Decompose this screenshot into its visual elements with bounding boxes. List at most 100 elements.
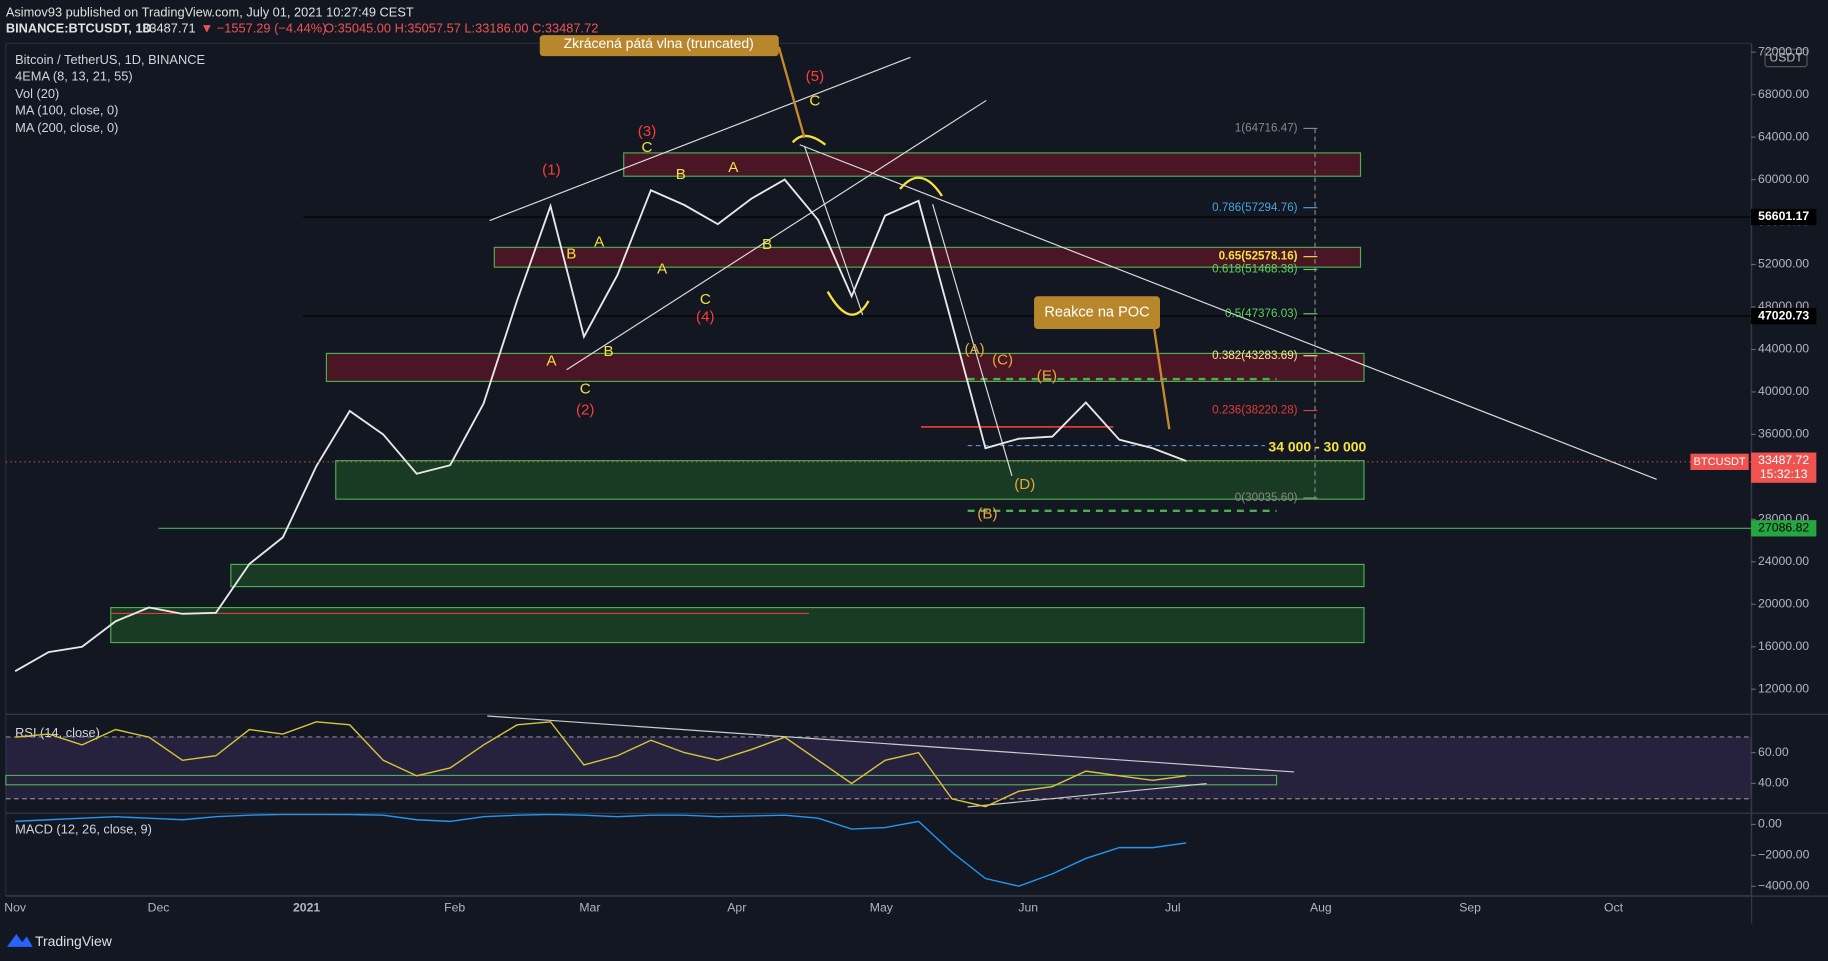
price-tag: 47020.73 (1758, 308, 1809, 322)
support-zone (230, 563, 1365, 588)
fib-label: 0.5(47376.03) (1225, 307, 1298, 320)
macd-title: MACD (12, 26, close, 9) (15, 822, 152, 837)
wave-label: B (566, 245, 576, 262)
wave-label: C (580, 381, 591, 398)
zones (110, 152, 1365, 644)
fib-label: 0.786(57294.76) (1212, 201, 1298, 214)
wave-label: (1) (542, 161, 561, 178)
currency-box (1764, 48, 1808, 68)
fib-label: 0.618(51468.38) (1212, 263, 1298, 276)
top-arc (791, 134, 827, 146)
callout-text: Reakce na POC (1044, 304, 1149, 320)
y-tick-label: 40000.00 (1758, 384, 1809, 398)
y-tick-label: 16000.00 (1758, 639, 1809, 653)
top-arc (899, 176, 943, 197)
last-tag: 33487.72 (1758, 453, 1809, 467)
y-tick-label: 24000.00 (1758, 554, 1809, 568)
rsi-zone (5, 774, 1278, 786)
x-tick-label: 2021 (293, 901, 320, 915)
callout-box (1034, 296, 1160, 329)
wave-label: (3) (638, 123, 657, 140)
legend-indicator: MA (100, close, 0) (15, 102, 118, 117)
resistance-zone (623, 152, 1362, 177)
rsi-line (15, 721, 1187, 808)
callout-box (539, 35, 779, 57)
x-tick-label: Feb (444, 901, 465, 915)
change: ▼ −1557.29 (−4.44%) (201, 21, 327, 36)
y-tick-label: 12000.00 (1758, 681, 1809, 695)
publish-line: Asimov93 published on TradingView.com, J… (6, 4, 414, 19)
y-tick-label: 60000.00 (1758, 172, 1809, 186)
x-tick-label: Sep (1459, 901, 1481, 915)
x-tick-label: Jul (1165, 901, 1181, 915)
last-tag-box (1751, 452, 1817, 483)
wave-label: (E) (1037, 368, 1057, 385)
ohlc: O:35045.00 H:35057.57 L:33186.00 C:33487… (324, 21, 598, 36)
y-tick-label: 68000.00 (1758, 87, 1809, 101)
y-tick-label: 60.00 (1758, 745, 1789, 759)
x-tick-label: Oct (1604, 901, 1624, 915)
price-tag-box (1751, 307, 1817, 325)
countdown: 15:32:13 (1760, 467, 1808, 481)
y-tick-label: 0.00 (1758, 817, 1782, 831)
y-tick-label: 52000.00 (1758, 257, 1809, 271)
trend-line (932, 204, 1013, 477)
fib-label: 0.65(52578.16) (1219, 250, 1298, 263)
fib-label: 1(64716.47) (1235, 122, 1298, 135)
y-tick-label: 44000.00 (1758, 342, 1809, 356)
price-tag: 27086.82 (1758, 521, 1809, 535)
x-tick-label: Nov (4, 901, 27, 915)
price-tag-box (1751, 520, 1817, 537)
y-tick-label: 72000.00 (1758, 44, 1809, 58)
resistance-zone (325, 352, 1365, 382)
fib-label: 0.236(38220.28) (1212, 404, 1298, 417)
wave-label: A (546, 353, 557, 370)
y-tick-label: −2000.00 (1758, 848, 1810, 862)
symbol-tag-box (1690, 453, 1749, 471)
wave-label: C (700, 291, 711, 308)
wave-label: (D) (1014, 476, 1035, 493)
legend-indicator: Vol (20) (15, 86, 59, 101)
callout-pointer (777, 46, 806, 139)
x-tick-label: Aug (1310, 901, 1332, 915)
rsi-trend (967, 783, 1207, 808)
trend-line (803, 145, 864, 316)
price-tag: 56601.17 (1758, 209, 1809, 223)
x-tick-label: May (870, 901, 894, 915)
fib-label: 0(30035.60) (1235, 491, 1298, 504)
wave-label: (B) (977, 505, 997, 522)
symbol-line: BINANCE:BTCUSDT, 1D 33487.71 ▼ −1557.29 … (6, 21, 599, 36)
wave-label: B (604, 343, 614, 360)
bottom-arc (826, 291, 870, 316)
range-label: 34 000 - 30 000 (1268, 439, 1366, 455)
legend-indicator: MA (200, close, 0) (15, 120, 118, 135)
resistance-zone (493, 246, 1362, 268)
trend-line (566, 99, 987, 371)
x-tick-label: Mar (579, 901, 600, 915)
logo (6, 934, 33, 947)
last: 33487.71 (142, 21, 195, 36)
symbol: BINANCE:BTCUSDT, 1D (6, 21, 152, 36)
wave-label: (C) (992, 351, 1013, 368)
y-tick-label: 40.00 (1758, 776, 1789, 790)
y-tick-label: 36000.00 (1758, 427, 1809, 441)
wave-label: A (657, 260, 668, 277)
legend-indicator: 4EMA (8, 13, 21, 55) (15, 69, 133, 84)
wave-label: A (728, 159, 739, 176)
callout-pointer (1153, 328, 1171, 430)
y-tick-label: 20000.00 (1758, 597, 1809, 611)
wave-label: (5) (806, 68, 825, 85)
macd-line (15, 813, 1187, 887)
wave-label: C (809, 93, 820, 110)
callout-text: Zkrácená pátá vlna (truncated) (564, 35, 754, 51)
support-zone (335, 460, 1365, 500)
x-tick-label: Dec (148, 901, 170, 915)
trend-line (489, 56, 911, 222)
y-tick-label: −4000.00 (1758, 878, 1810, 892)
x-tick-label: Apr (727, 901, 746, 915)
rsi-band (5, 736, 1752, 799)
wave-label: A (594, 234, 605, 251)
y-tick-label: 64000.00 (1758, 129, 1809, 143)
wave-label: B (762, 236, 772, 253)
symbol-tag: BTCUSDT (1693, 456, 1745, 468)
